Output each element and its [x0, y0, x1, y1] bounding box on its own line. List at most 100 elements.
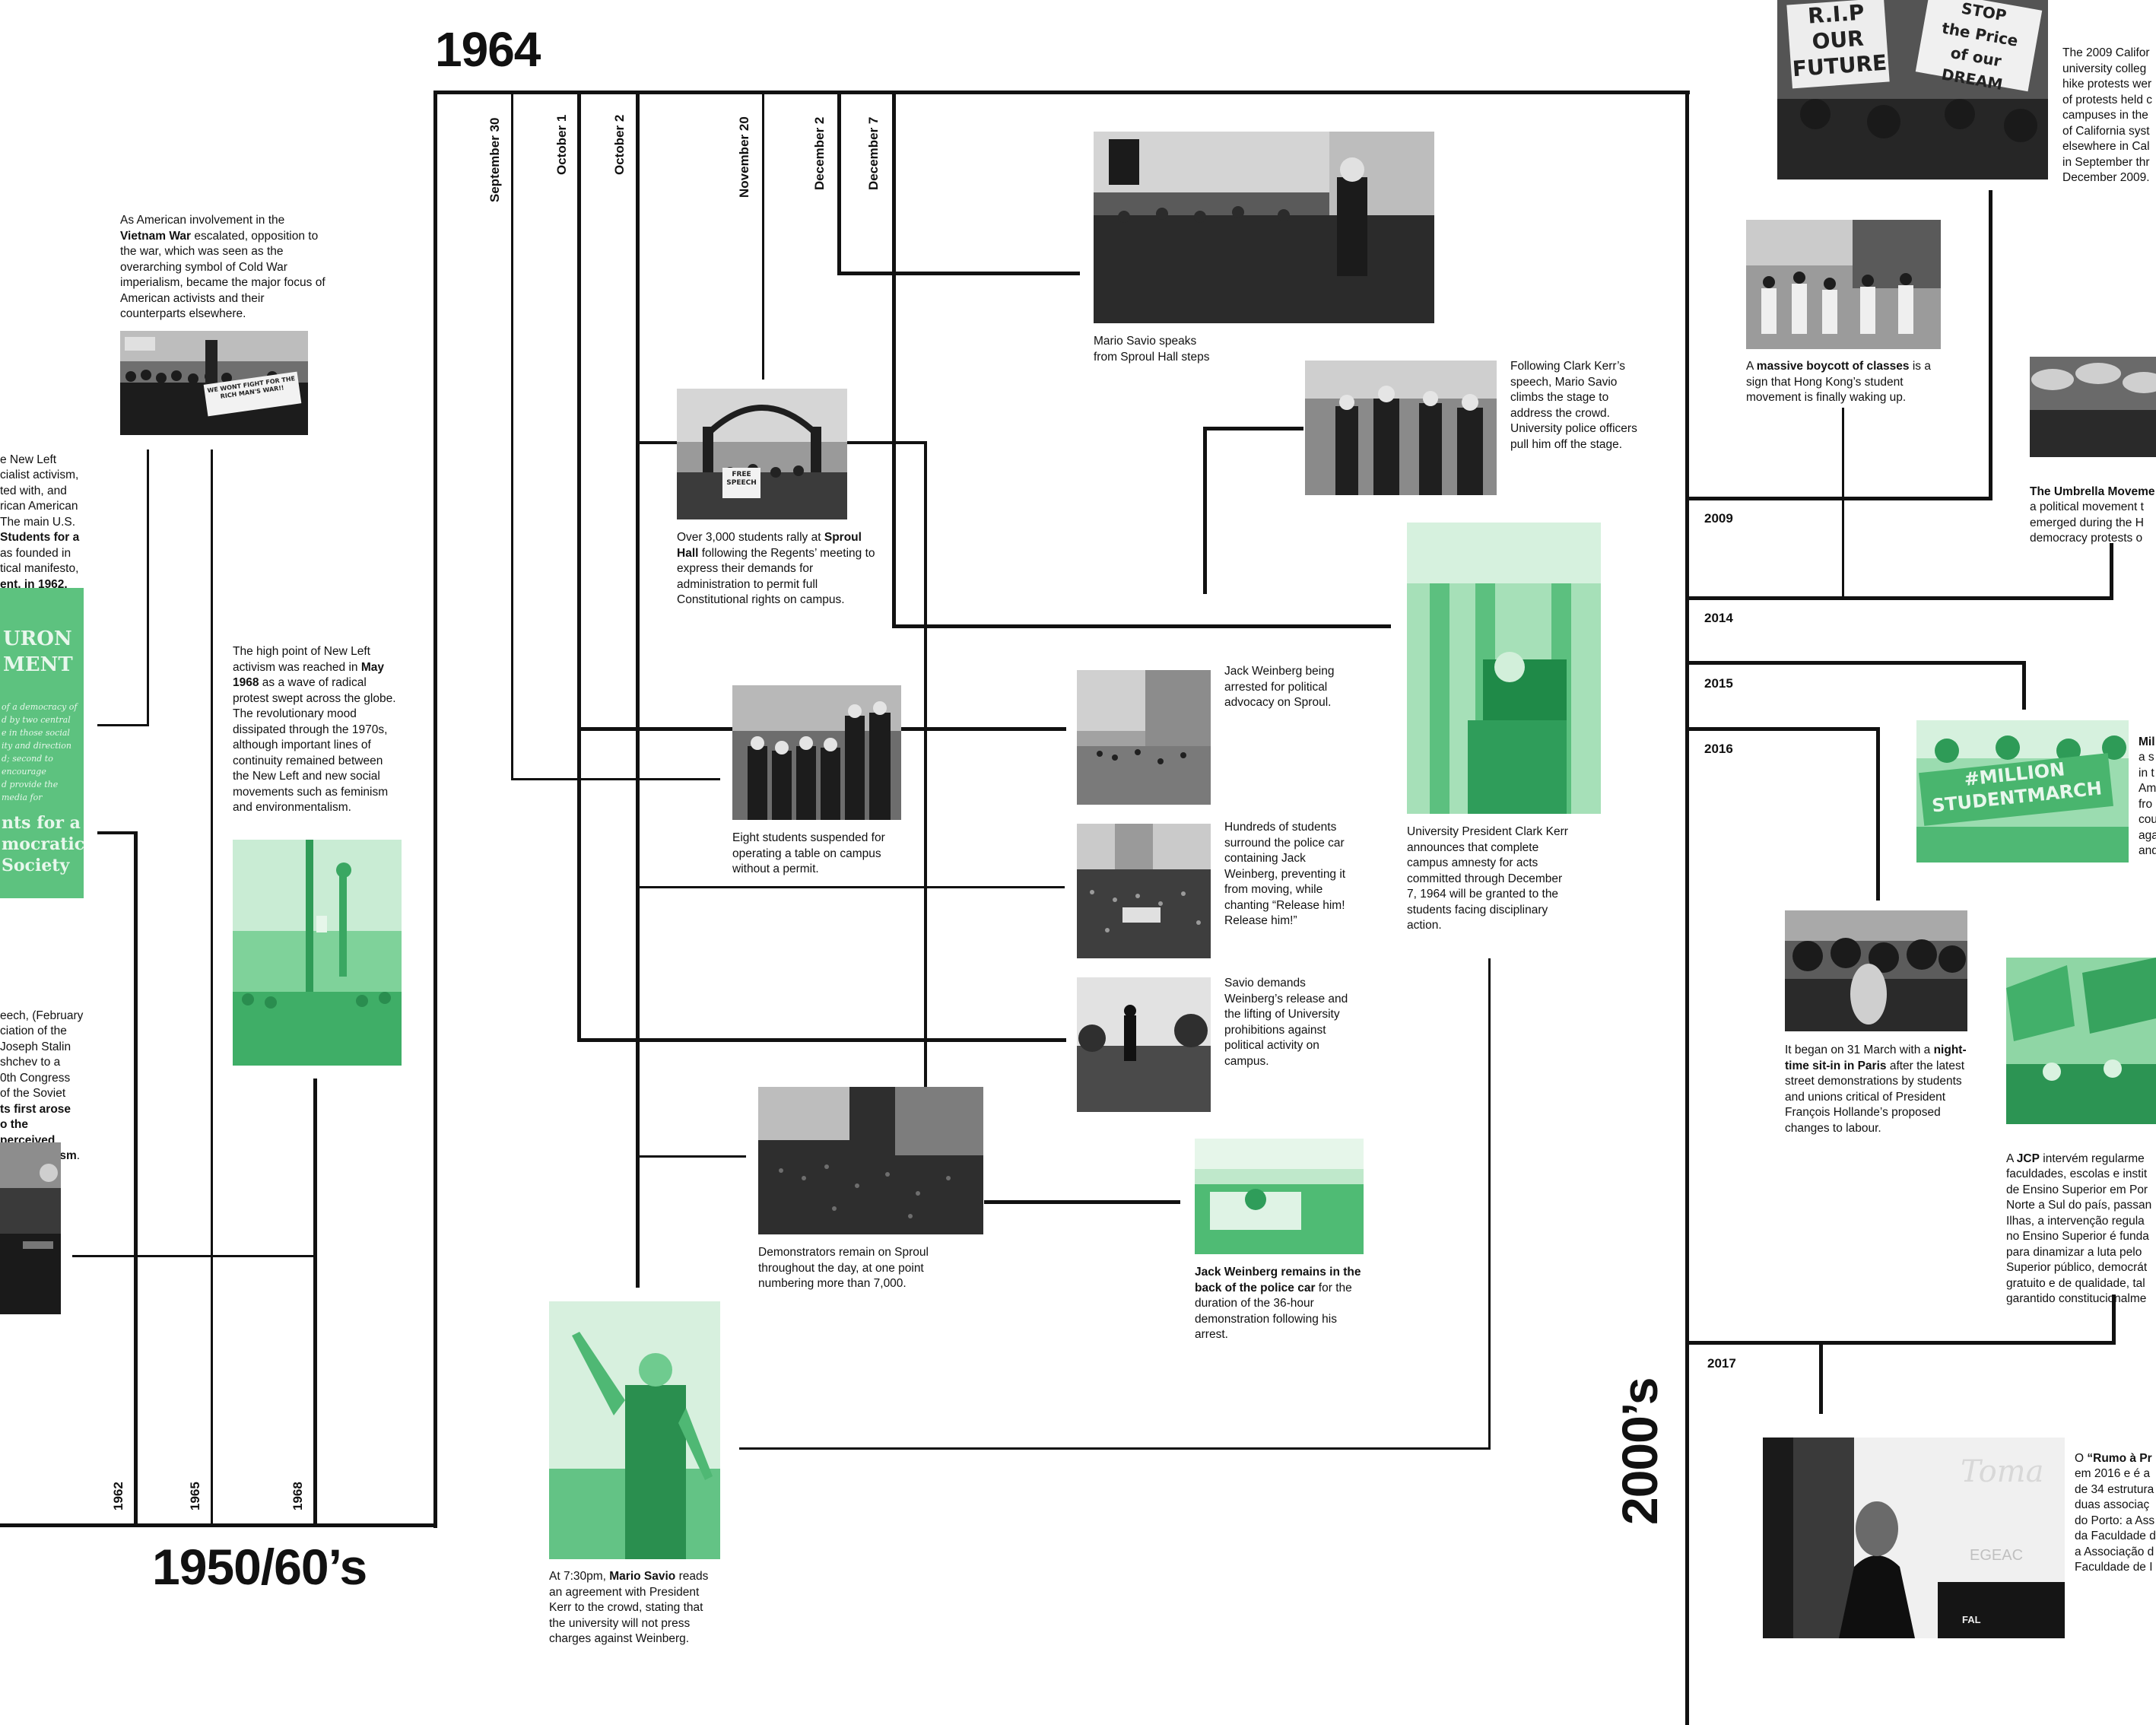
branch-2009-h: [1685, 497, 1992, 500]
branch-paris-v: [1876, 727, 1880, 901]
rip-our-future-photo: R.I.P OUR FUTURE STOP the Price of our D…: [1777, 0, 2048, 179]
heading-1950-60s: 1950/60’s: [152, 1539, 367, 1595]
california-2009-caption: The 2009 Califor university colleg hike …: [2062, 46, 2153, 184]
sds-port-huron-poster: URON MENT of a democracy of d by two cen…: [0, 588, 84, 898]
caption-text: intervém regularme faculdades, escolas e…: [2006, 1152, 2152, 1306]
caption-bold: Jack Weinberg remains in the back of the…: [1195, 1266, 1361, 1295]
branch-2015-h: [1685, 661, 2025, 665]
year-label: 2009: [1704, 511, 1733, 526]
branch-oct1-h2: [577, 1038, 1066, 1042]
branch-kerr-h: [1203, 427, 1303, 430]
caption-text: as founded in tical manifesto,: [0, 546, 79, 576]
branch-dec2-v: [837, 91, 841, 275]
branch-2014-h: [1685, 596, 2113, 600]
demonstrators-caption: Demonstrators remain on Sproul throughou…: [758, 1246, 929, 1290]
sproul-rally-caption: Over 3,000 students rally at Sproul Hall…: [677, 530, 886, 608]
date-label: December 7: [866, 116, 881, 190]
branch-agreement-h: [739, 1447, 1491, 1450]
poster-title: URON: [3, 627, 72, 650]
poster-title: Society: [2, 856, 70, 875]
poster-title: nts for a: [2, 813, 81, 833]
poster-title: mocratic: [2, 834, 84, 854]
frame-2000s-spine: [1685, 91, 1689, 1725]
may68-paris-photo: [233, 840, 402, 1066]
caption-bold: JCP: [2016, 1152, 2040, 1165]
branch-oct1-v: [577, 91, 581, 1041]
branch-car-h: [984, 1200, 1180, 1204]
branch-speech-h: [72, 1255, 316, 1257]
year-label: 2016: [1704, 742, 1733, 756]
branch-agreement-v: [1488, 958, 1491, 1450]
caption-bold: “Rumo à Pr: [2087, 1451, 2152, 1465]
year-label: 2015: [1704, 676, 1733, 691]
branch-oct2-v: [636, 91, 640, 1288]
caption-text: As American involvement in the: [120, 214, 285, 227]
hundreds-students-caption: Hundreds of students surround the police…: [1224, 821, 1346, 927]
branch-2016-h: [1685, 727, 1879, 731]
hk-boycott-caption: A massive boycott of classes is a sign t…: [1746, 359, 1935, 406]
caption-text: Over 3,000 students rally at: [677, 531, 824, 544]
branch-newleft-v: [147, 450, 149, 726]
frame-1960s-bottom: [0, 1523, 437, 1527]
branch-million-v: [2022, 661, 2026, 710]
rip-sign: R.I.P OUR FUTURE: [1786, 0, 1890, 89]
clark-kerr-podium-photo: [1407, 523, 1601, 814]
rumo-speaker-photo: Toma EGEAC FAL: [1763, 1438, 2065, 1638]
branch-1965: [211, 450, 213, 1525]
caption-text: It began on 31 March with a: [1785, 1044, 1934, 1056]
weinberg-police-car-photo: [1195, 1139, 1364, 1254]
branch-nov20-v: [762, 91, 764, 380]
branch-2009-v: [1989, 190, 1992, 500]
caption-text: O: [2075, 1451, 2088, 1465]
branch-1968: [313, 1079, 317, 1525]
caption-bold: May 1968: [233, 660, 384, 690]
branch-dec7-v: [892, 91, 896, 627]
branch-sep30-v: [511, 91, 513, 780]
branch-1962: [134, 831, 138, 1525]
caption-text: is a sign that Hong Kong’s student movem…: [1746, 360, 1931, 404]
date-label: October 1: [554, 114, 569, 175]
caption-text: for the duration of the 36-hour demonstr…: [1195, 1281, 1352, 1342]
branch-dec7-h: [892, 624, 1391, 628]
date-label: November 20: [737, 116, 751, 198]
branch-rumo-v: [1819, 1341, 1823, 1414]
may68-caption: The high point of New Left activism was …: [233, 644, 396, 816]
year-label: 2014: [1704, 611, 1733, 625]
branch-dec2-h: [837, 272, 1080, 275]
weinberg-arrested-caption: Jack Weinberg being arrested for politic…: [1224, 665, 1335, 709]
date-label: October 2: [612, 114, 627, 175]
caption-bold: Mario Savio: [609, 1570, 676, 1583]
poster-body: of a democracy of d by two central e in …: [2, 702, 78, 802]
caption-text: escalated, opposition to the war, which …: [120, 229, 325, 321]
year-label: 1962: [111, 1482, 125, 1511]
jcp-flags-photo: [2006, 958, 2156, 1124]
umbrella-caption: The Umbrella Moveme a political movement…: [2030, 469, 2156, 547]
weinberg-arrest-photo: [1077, 670, 1211, 805]
clark-kerr-speech-caption: Following Clark Kerr’s speech, Mario Sav…: [1510, 360, 1637, 451]
caption-bold: night-time sit-in in Paris: [1785, 1044, 1967, 1072]
caption-text: .: [76, 1149, 81, 1162]
year-label: 1965: [188, 1482, 202, 1511]
newleft-caption: e New Left cialist activism, ted with, a…: [0, 437, 84, 592]
frame-1964-left: [433, 91, 437, 1528]
caption-text: a s in t Am fro cou aga and: [2139, 751, 2156, 857]
secret-speech-caption: eech, (February ciation of the Joseph St…: [0, 993, 84, 1164]
poster-title: MENT: [3, 653, 73, 676]
caption-bold: The Umbrella Moveme: [2030, 484, 2155, 498]
branch-kerr-v: [1203, 427, 1207, 594]
branch-newleft-h: [97, 724, 149, 726]
caption-bold: massive boycott of classes: [1756, 360, 1910, 373]
egeac-text: EGEAC: [1970, 1547, 2024, 1564]
date-label: December 2: [812, 116, 827, 190]
vietnam-march-photo: WE WONT FIGHT FOR THE RICH MAN'S WAR!!: [120, 331, 308, 435]
caption-text: a political movement t emerged during th…: [2030, 500, 2144, 545]
caption-text: A: [1746, 360, 1757, 373]
year-label: 2017: [1707, 1356, 1736, 1371]
branch-1962-h: [97, 831, 137, 834]
caption-text: as a wave of radical protest swept acros…: [233, 676, 396, 814]
year-label: 1968: [291, 1482, 305, 1511]
eight-students-photo: [732, 685, 901, 820]
paris-sit-in-photo: [1785, 910, 1967, 1031]
savio-demands-caption: Savio demands Weinberg’s release and the…: [1224, 977, 1348, 1068]
savio-on-car-photo: [1077, 977, 1211, 1112]
